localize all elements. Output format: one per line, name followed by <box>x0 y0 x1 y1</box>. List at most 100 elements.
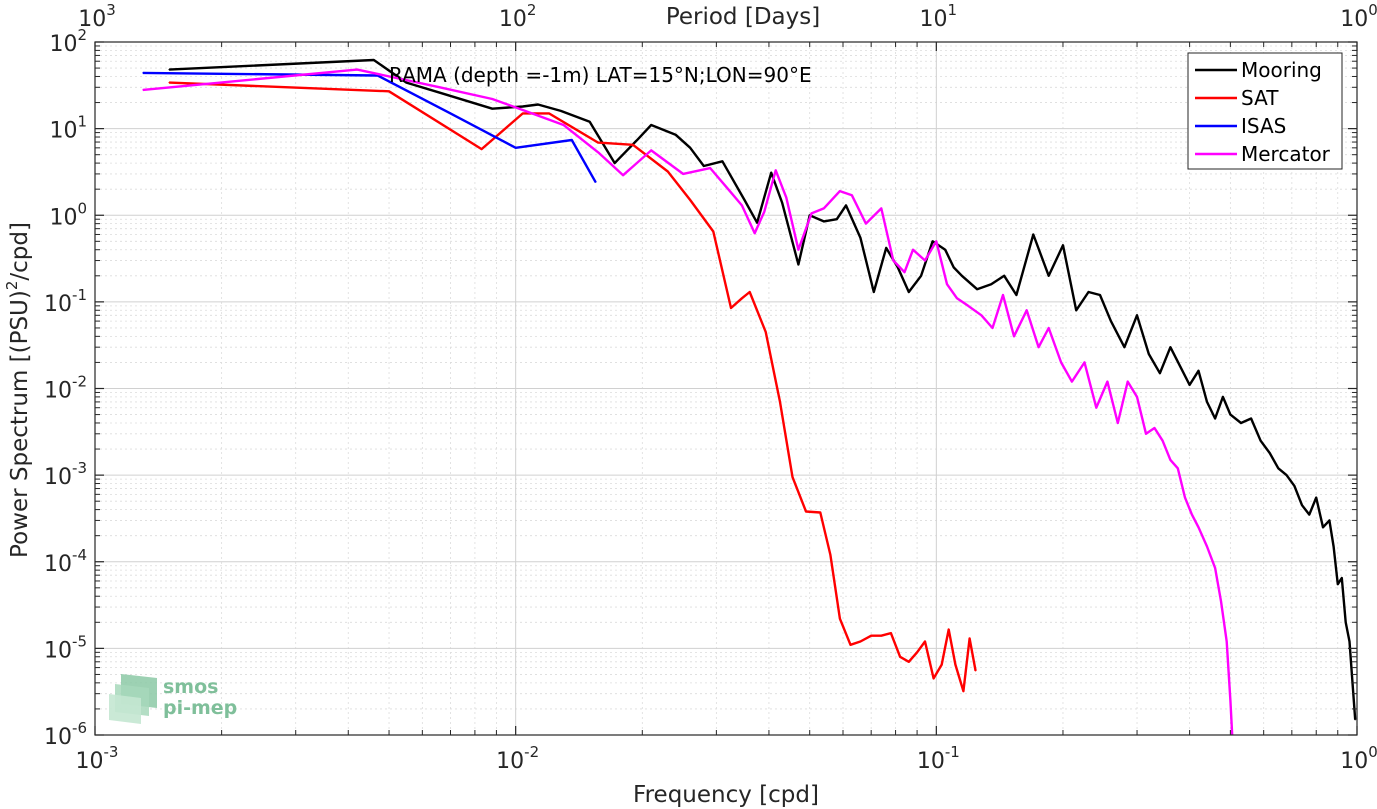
legend-box <box>1187 52 1343 170</box>
data-point-sat <box>597 141 599 144</box>
data-point-mooring <box>1075 309 1077 311</box>
logo-mark-icon <box>109 674 157 724</box>
data-point-isas <box>595 181 597 183</box>
data-point-mercator <box>1095 407 1097 409</box>
data-point-mooring <box>614 162 616 164</box>
data-point-mooring <box>1179 365 1181 367</box>
x-tick-label: 10-2 <box>496 743 539 774</box>
y-tick-label: 10-1 <box>44 286 87 317</box>
data-point-mercator <box>892 259 894 262</box>
data-point-sat <box>941 663 943 666</box>
data-point-mercator <box>518 108 520 110</box>
data-point-mercator <box>1117 422 1119 424</box>
data-point-mercator <box>775 169 777 171</box>
tick-marks <box>94 41 1358 736</box>
data-point-mooring <box>1087 291 1090 293</box>
data-point-mercator <box>924 259 926 262</box>
data-point-isas <box>571 139 573 141</box>
y-tick-label: 100 <box>49 199 87 230</box>
data-point-mooring <box>1315 497 1317 499</box>
top-tick-label: 101 <box>920 1 958 32</box>
tick-labels: 10-3 10-2 10-1 100 10-6 10-5 10-4 10-3 10-2 10-1 1… <box>44 1 1377 774</box>
logo-text-smos: smos <box>163 676 218 698</box>
data-point-mooring <box>1188 384 1191 386</box>
data-point-sat <box>932 677 935 680</box>
data-point-sat <box>388 90 390 92</box>
data-point-sat <box>880 635 882 637</box>
data-point-sat <box>712 230 714 233</box>
data-point-mooring <box>703 165 705 167</box>
data-point-mooring <box>1301 504 1303 506</box>
data-point-sat <box>870 635 872 637</box>
data-point-mooring <box>1293 485 1296 487</box>
top-tick-label: 102 <box>499 1 537 32</box>
data-point-sat <box>916 651 918 653</box>
data-point-mooring <box>1328 519 1331 522</box>
data-point-mooring <box>537 103 539 106</box>
y-tick-label: 10-3 <box>44 459 87 490</box>
legend-label-isas: ISAS <box>1241 114 1286 138</box>
data-point-mooring <box>953 266 955 269</box>
y-axis-label-main: Power Spectrum [(PSU) <box>7 290 33 558</box>
top-tick-label: 100 <box>1340 1 1377 32</box>
data-point-mooring <box>990 283 992 285</box>
y-tick-label: 101 <box>49 113 87 144</box>
data-point-sat <box>969 637 971 640</box>
data-point-mercator <box>1002 294 1004 296</box>
data-point-sat <box>839 618 841 620</box>
data-point-mercator <box>1169 459 1171 461</box>
data-point-mooring <box>491 108 493 110</box>
data-point-mercator <box>991 327 994 329</box>
data-point-sat <box>689 199 691 201</box>
data-point-isas <box>142 72 144 74</box>
data-point-mercator <box>1153 427 1156 429</box>
data-point-mooring <box>1308 514 1310 516</box>
data-point-mercator <box>142 89 144 91</box>
data-point-mercator <box>598 152 600 154</box>
data-point-sat <box>962 690 965 692</box>
data-point-mercator <box>682 173 684 175</box>
data-point-mooring <box>721 160 723 162</box>
legend-label-sat: SAT <box>1241 86 1279 110</box>
data-point-mercator <box>797 249 799 251</box>
data-point-mooring <box>1015 294 1017 296</box>
data-point-mooring <box>859 237 862 239</box>
legend-label-mooring: Mooring <box>1241 58 1322 82</box>
data-point-mooring <box>1197 370 1200 372</box>
data-point-mercator <box>912 249 914 251</box>
data-point-mercator <box>1145 433 1147 435</box>
data-point-mooring <box>1048 275 1050 277</box>
logo-text-pimep: pi-mep <box>163 697 237 719</box>
data-point-mooring <box>1214 417 1216 420</box>
data-point-mooring <box>560 110 562 112</box>
data-point-sat <box>829 554 832 556</box>
data-point-mooring <box>1110 320 1112 322</box>
data-point-mooring <box>1341 577 1343 579</box>
y-tick-label: 10-5 <box>44 632 87 663</box>
data-point-mercator <box>903 271 906 273</box>
data-point-mercator <box>967 305 969 307</box>
data-point-mooring <box>944 249 946 251</box>
data-point-mooring <box>845 204 847 206</box>
data-point-sat <box>667 170 669 173</box>
data-point-mooring <box>770 172 772 174</box>
data-point-mooring <box>689 147 691 149</box>
data-point-isas <box>449 112 452 114</box>
data-point-sat <box>765 331 767 333</box>
data-point-mercator <box>1127 381 1129 383</box>
data-point-mercator <box>1226 640 1228 643</box>
data-point-mercator <box>741 204 743 206</box>
data-point-mooring <box>823 220 825 222</box>
data-point-mercator <box>1106 381 1108 383</box>
data-point-mercator <box>1214 567 1216 569</box>
series-line-mooring <box>169 58 1357 720</box>
data-point-mercator <box>865 223 867 225</box>
y-axis-label: Power Spectrum [(PSU)2/cpd] <box>3 222 33 558</box>
data-point-mercator <box>823 207 825 209</box>
data-point-mooring <box>743 199 746 201</box>
data-point-mercator <box>1048 327 1050 329</box>
data-point-mercator <box>1177 467 1179 469</box>
data-point-mercator <box>622 174 624 176</box>
data-point-mooring <box>1337 583 1339 585</box>
